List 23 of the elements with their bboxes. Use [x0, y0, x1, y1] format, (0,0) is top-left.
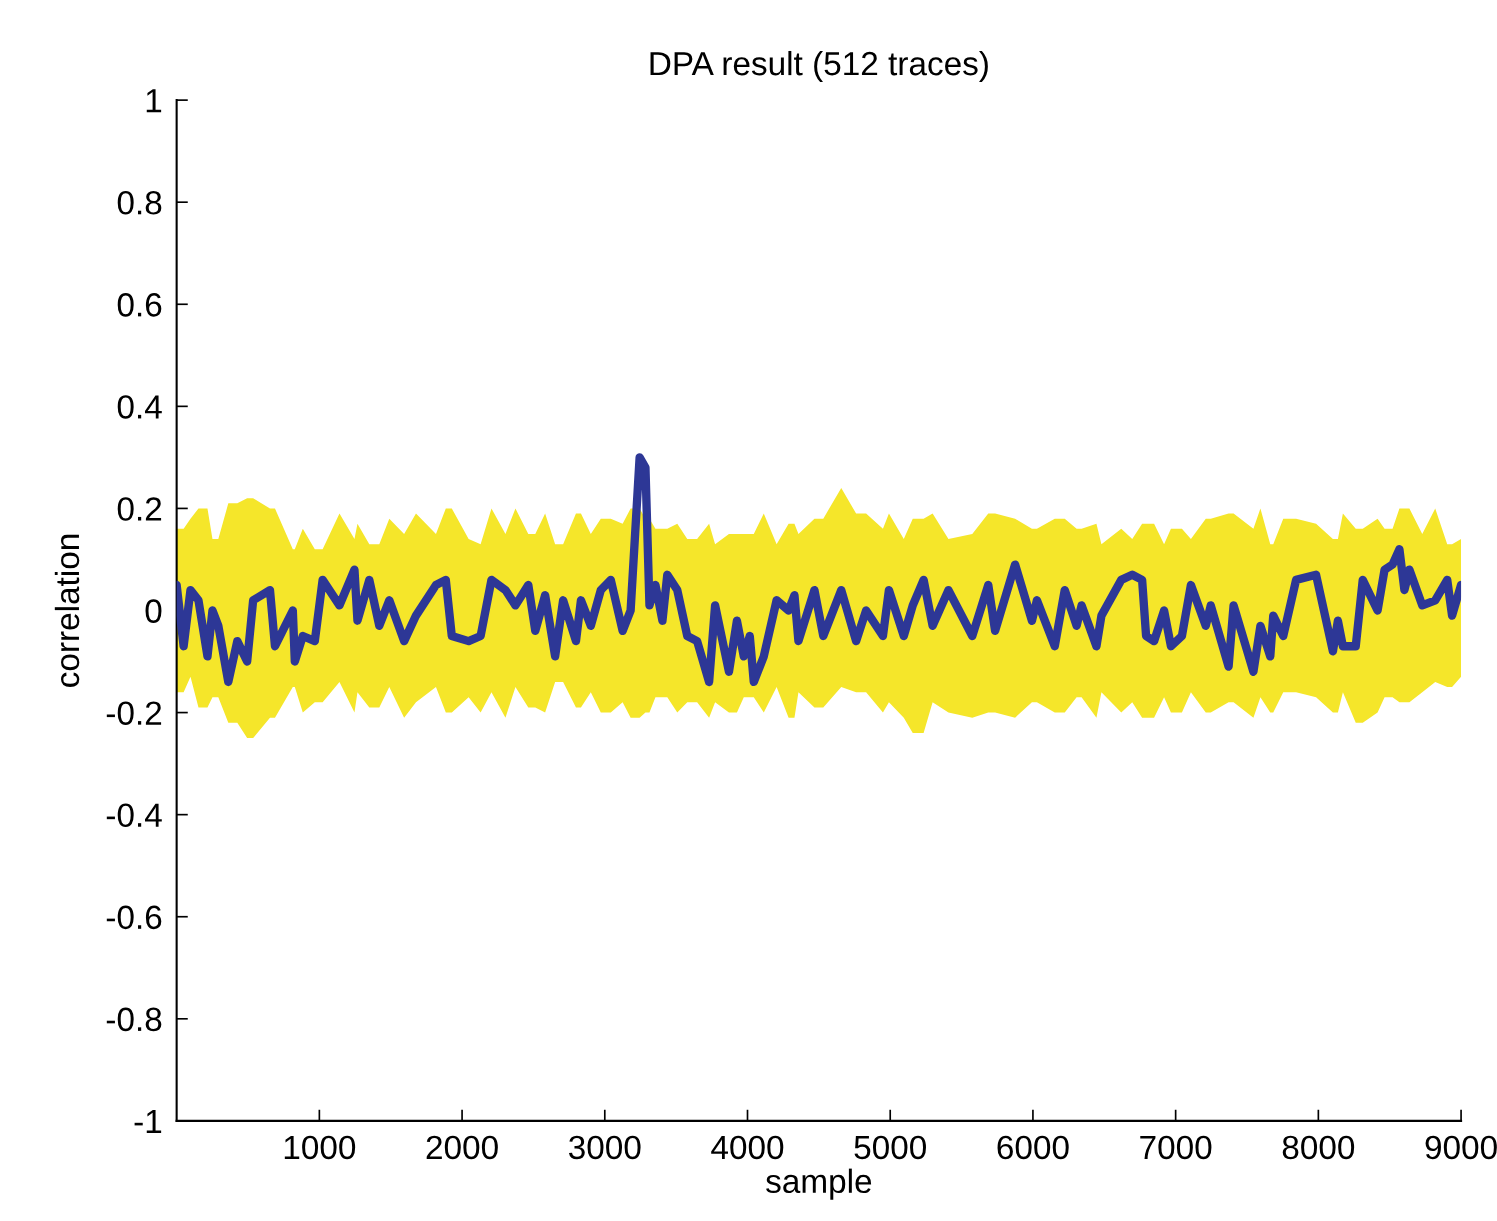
x-tick-label: 9000 [1425, 1135, 1497, 1160]
x-tick-label: 6000 [997, 1135, 1069, 1160]
y-tick-label: -0.8 [106, 1007, 162, 1032]
y-tick-label: -0.2 [106, 701, 162, 725]
x-axis-title: sample [766, 1168, 872, 1200]
y-tick-label: 1 [146, 89, 162, 113]
chart-title: DPA result (512 traces) [650, 50, 988, 83]
y-tick-label: -0.6 [106, 905, 162, 930]
y-tick-label: -0.4 [106, 803, 162, 828]
x-tick-label: 2000 [426, 1135, 498, 1160]
x-tick-label: 3000 [568, 1135, 641, 1160]
y-tick-label: 0.8 [117, 191, 162, 215]
x-tick-label: 1000 [284, 1135, 356, 1160]
y-tick-label: 0.4 [117, 395, 162, 419]
x-tick-label: 7000 [1140, 1135, 1212, 1160]
y-tick-label: -1 [134, 1110, 162, 1133]
x-tick-label: 8000 [1282, 1135, 1355, 1160]
y-axis-title: correlation [54, 534, 80, 687]
y-tick-label: 0.6 [117, 293, 162, 317]
y-tick-label: 0.2 [117, 497, 162, 521]
y-tick-label: 0 [145, 599, 162, 623]
x-tick-label: 5000 [854, 1135, 926, 1160]
x-tick-label: 4000 [711, 1135, 784, 1160]
